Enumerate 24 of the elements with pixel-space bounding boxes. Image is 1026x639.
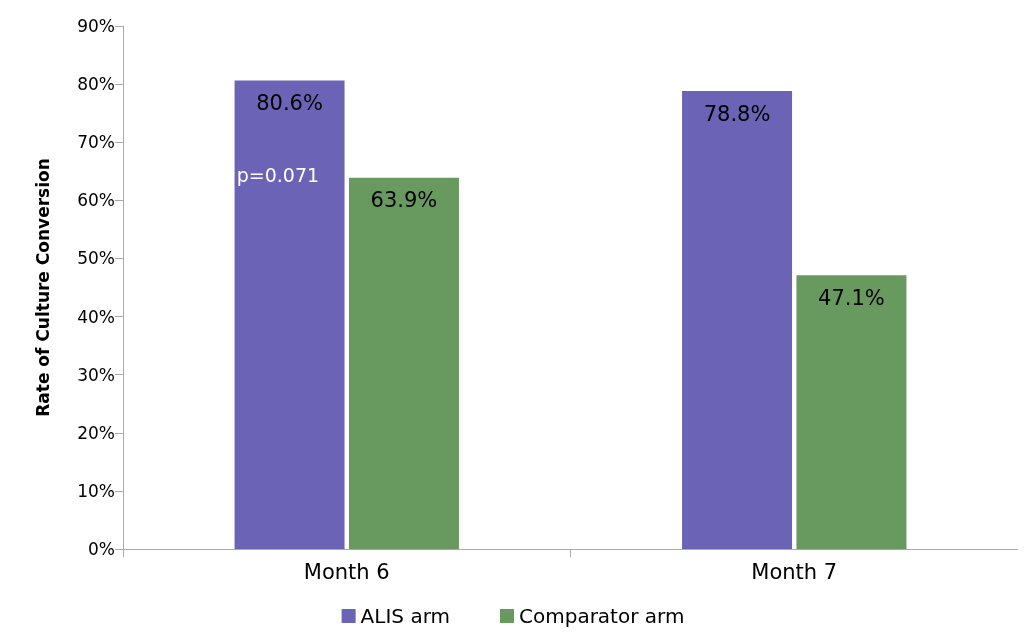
y-axis-title: Rate of Culture Conversion (32, 158, 53, 417)
y-tick-label: 60% (77, 190, 115, 211)
y-tick-label: 30% (77, 364, 115, 385)
bar (796, 275, 907, 549)
bar (682, 91, 793, 549)
y-tick-label: 80% (77, 74, 115, 95)
y-tick-label: 20% (77, 422, 115, 443)
annotation: p=0.071 (236, 163, 320, 186)
data-label: 80.6% (256, 91, 323, 116)
bar (348, 177, 459, 549)
legend-label: Comparator arm (519, 604, 685, 628)
y-tick-label: 70% (77, 132, 115, 153)
y-tick-label: 90% (77, 16, 115, 36)
data-label: 63.9% (370, 188, 438, 213)
bar (234, 80, 345, 549)
data-label: 47.1% (818, 285, 885, 310)
data-label: 78.8% (703, 101, 771, 126)
x-tick-label: Month 6 (303, 559, 390, 584)
y-tick-label: 50% (77, 248, 115, 269)
y-tick-label: 40% (77, 306, 115, 327)
x-tick-label: Month 7 (751, 559, 838, 584)
legend-label: ALIS arm (360, 604, 451, 628)
y-tick-label: 0% (88, 539, 115, 559)
y-tick-label: 10% (77, 480, 115, 501)
